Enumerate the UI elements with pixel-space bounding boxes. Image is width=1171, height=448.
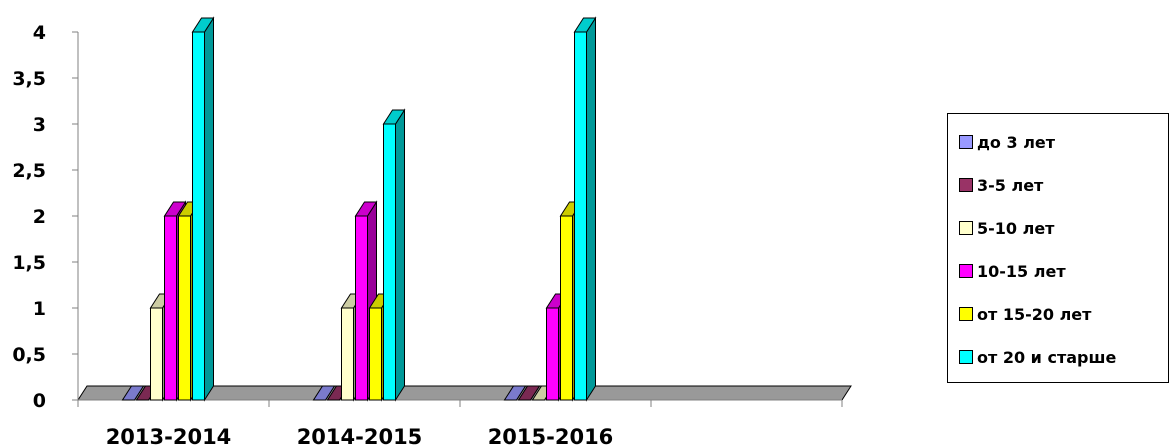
legend-item: до 3 лет: [959, 131, 1055, 153]
legend-label: от 15-20 лет: [977, 304, 1092, 324]
bar: [382, 108, 406, 402]
x-category-label: 2013-2014: [106, 425, 232, 448]
legend-swatch: [959, 135, 973, 149]
legend-item: от 20 и старше: [959, 346, 1116, 368]
y-tick-label: 1,5: [12, 252, 46, 274]
chart-axes: [72, 31, 843, 407]
y-tick-label: 0,5: [12, 344, 46, 366]
legend-item: 3-5 лет: [959, 174, 1043, 196]
legend-item: 10-15 лет: [959, 260, 1066, 282]
y-tick-label: 4: [33, 22, 46, 44]
legend-swatch: [959, 221, 973, 235]
bar: [121, 385, 145, 401]
legend-swatch: [959, 264, 973, 278]
bar: [503, 385, 527, 401]
bar: [573, 16, 597, 402]
chart-legend: до 3 лет 3-5 лет 5-10 лет 10-15 лет от 1…: [947, 113, 1169, 383]
bar: [312, 385, 336, 401]
y-tick-label: 0: [33, 390, 46, 412]
y-tick-label: 1: [33, 298, 46, 320]
x-category-label: 2015-2016: [488, 425, 614, 448]
y-axis-tick-labels: 0 0,5 1 1,5 2 2,5 3 3,5 4: [12, 22, 46, 412]
legend-label: 5-10 лет: [977, 218, 1055, 238]
y-tick-label: 2: [33, 206, 46, 228]
legend-label: до 3 лет: [977, 132, 1056, 152]
legend-item: 5-10 лет: [959, 217, 1054, 239]
x-axis-category-labels: 2013-2014 2014-2015 2015-2016: [106, 425, 614, 448]
bar: [517, 385, 541, 401]
x-category-label: 2014-2015: [297, 425, 423, 448]
legend-swatch: [959, 307, 973, 321]
chart-bars: [121, 16, 597, 402]
legend-swatch: [959, 350, 973, 364]
legend-label: 3-5 лет: [977, 175, 1044, 195]
y-tick-label: 3: [33, 114, 46, 136]
legend-label: 10-15 лет: [977, 261, 1066, 281]
legend-label: от 20 и старше: [977, 347, 1117, 367]
bar: [191, 16, 215, 402]
legend-item: от 15-20 лет: [959, 303, 1091, 325]
legend-swatch: [959, 178, 973, 192]
y-tick-label: 2,5: [12, 160, 46, 182]
y-tick-label: 3,5: [12, 68, 46, 90]
